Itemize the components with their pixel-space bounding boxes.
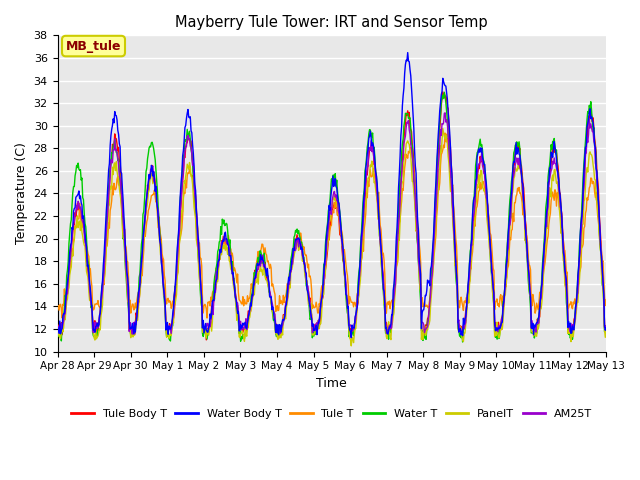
Legend: Tule Body T, Water Body T, Tule T, Water T, PanelT, AM25T: Tule Body T, Water Body T, Tule T, Water… — [67, 405, 596, 423]
Y-axis label: Temperature (C): Temperature (C) — [15, 143, 28, 244]
Text: MB_tule: MB_tule — [66, 39, 121, 53]
X-axis label: Time: Time — [316, 377, 347, 390]
Title: Mayberry Tule Tower: IRT and Sensor Temp: Mayberry Tule Tower: IRT and Sensor Temp — [175, 15, 488, 30]
